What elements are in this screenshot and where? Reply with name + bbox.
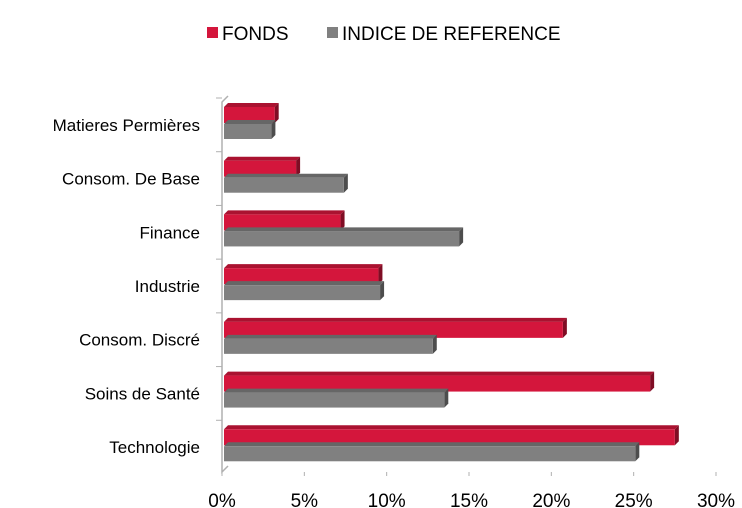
y-tick-label: Technologie (109, 438, 200, 457)
bar-side (340, 210, 345, 231)
bar-top (224, 103, 279, 107)
legend-label: INDICE DE REFERENCE (342, 24, 561, 45)
bar-top (224, 120, 276, 124)
bar-side (274, 103, 279, 123)
bar-side (380, 281, 385, 301)
bar-side (378, 264, 383, 285)
bar-side (343, 173, 348, 193)
bar-top (224, 442, 640, 447)
bar-top (224, 281, 385, 286)
legend-swatch (327, 27, 338, 38)
y-tick-label: Industrie (135, 277, 200, 296)
x-tick-label: 30% (697, 491, 735, 508)
bar-side (444, 388, 449, 408)
bar-top (224, 264, 383, 269)
y-tick-label: Matieres Permières (53, 116, 200, 135)
bar-side (650, 371, 655, 392)
y-tick-label: Consom. De Base (62, 170, 200, 189)
bar-side (635, 442, 640, 462)
bar (224, 160, 297, 177)
bar-side (271, 120, 276, 139)
bar-top (224, 227, 464, 232)
bar (224, 392, 445, 408)
bar-side (432, 334, 437, 354)
legend-label: FONDS (222, 24, 289, 45)
bar (224, 231, 460, 247)
bar (224, 321, 563, 338)
x-tick-label: 25% (615, 491, 653, 508)
bar-side (459, 227, 464, 247)
y-axis (221, 95, 229, 474)
bar (224, 429, 675, 446)
bar-top (224, 425, 679, 430)
bar-top (224, 371, 655, 376)
bar-top (224, 173, 348, 178)
bar-top (224, 210, 345, 215)
bar (224, 285, 381, 301)
x-tick-label: 5% (291, 491, 319, 508)
bar-top (224, 334, 437, 339)
bar (224, 446, 636, 462)
bar (224, 375, 651, 392)
bar (224, 107, 275, 123)
y-tick-label: Finance (140, 223, 200, 242)
bar-side (296, 156, 301, 177)
legend-swatch (207, 27, 218, 38)
bar (224, 338, 433, 354)
y-tick-label: Consom. Discré (79, 331, 200, 350)
bar (224, 177, 344, 193)
bar (224, 124, 272, 139)
bar (224, 214, 341, 231)
x-tick-label: 10% (368, 491, 406, 508)
bar-top (224, 317, 567, 322)
bar-top (224, 388, 449, 393)
bar-side (674, 425, 679, 446)
bar-top (224, 156, 301, 161)
x-tick-label: 20% (532, 491, 570, 508)
x-tick-label: 15% (450, 491, 488, 508)
bar (224, 268, 379, 285)
x-tick-label: 0% (208, 491, 236, 508)
y-tick-label: Soins de Santé (85, 384, 200, 403)
bar-side (562, 317, 567, 338)
